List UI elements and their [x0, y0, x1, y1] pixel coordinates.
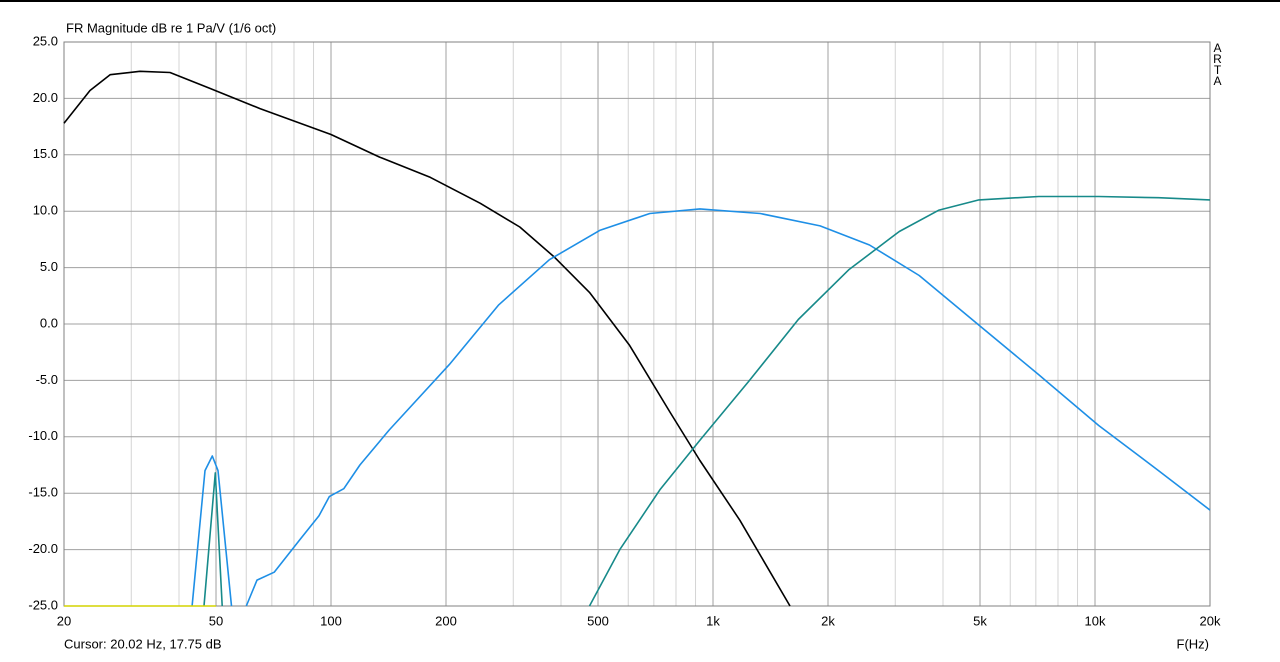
y-tick-label: -5.0	[36, 372, 58, 387]
frequency-response-line	[191, 455, 233, 607]
x-tick-label: 20	[57, 613, 71, 628]
x-tick-label: 50	[209, 613, 223, 628]
y-tick-label: 25.0	[33, 33, 58, 48]
cursor-readout: Cursor: 20.02 Hz, 17.75 dB	[64, 636, 222, 651]
plot-frame	[63, 41, 1211, 607]
x-tick-label: 500	[587, 613, 609, 628]
x-tick-label: 2k	[821, 613, 835, 628]
x-tick-label: 100	[320, 613, 342, 628]
y-tick-label: 0.0	[40, 315, 58, 330]
chart-title: FR Magnitude dB re 1 Pa/V (1/6 oct)	[66, 20, 276, 35]
x-tick-label: 20k	[1200, 613, 1221, 628]
y-tick-label: -15.0	[28, 485, 58, 500]
frequency-response-line	[588, 195, 1211, 607]
frequency-response-line	[63, 70, 791, 607]
x-axis-label: F(Hz)	[1177, 636, 1210, 651]
x-tick-label: 5k	[973, 613, 987, 628]
x-tick-label: 10k	[1085, 613, 1106, 628]
y-tick-label: -25.0	[28, 597, 58, 612]
frequency-response-line	[203, 472, 223, 607]
y-tick-label: 5.0	[40, 259, 58, 274]
y-tick-label: 15.0	[33, 146, 58, 161]
watermark: ARTA	[1213, 41, 1222, 88]
y-tick-label: 10.0	[33, 203, 58, 218]
x-tick-label: 200	[435, 613, 457, 628]
frequency-response-line	[245, 208, 1211, 607]
y-tick-label: 20.0	[33, 90, 58, 105]
y-tick-label: -20.0	[28, 541, 58, 556]
y-tick-label: -10.0	[28, 428, 58, 443]
x-tick-label: 1k	[706, 613, 720, 628]
